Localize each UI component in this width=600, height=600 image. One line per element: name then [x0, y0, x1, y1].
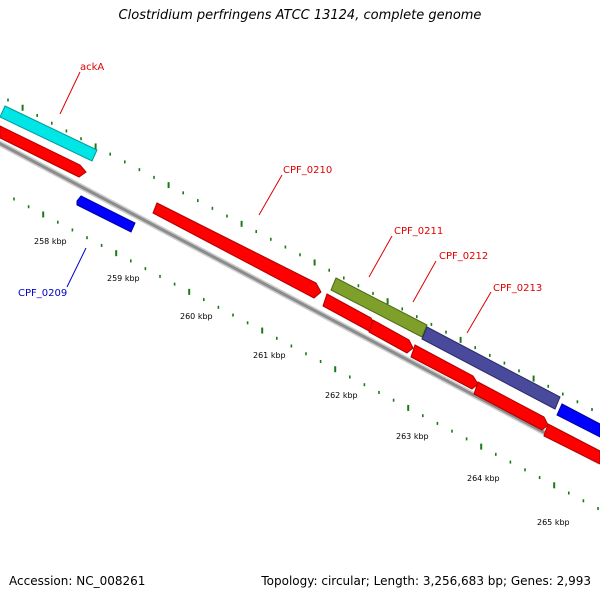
scale-label: 258 kbp	[34, 237, 67, 246]
callout-CPF_0210	[258, 174, 283, 216]
outer-tick-row	[7, 98, 593, 412]
gene-label-CPF_0210[interactable]: CPF_0210	[283, 165, 332, 176]
scale-label: 259 kbp	[107, 274, 140, 283]
feature-cyan-block[interactable]	[0, 105, 98, 162]
scale-label: 260 kbp	[180, 312, 213, 321]
callout-CPF_0211	[368, 235, 393, 278]
gene-label-CPF_0209[interactable]: CPF_0209	[18, 288, 67, 299]
gene-CPF_0213-arrow[interactable]	[410, 344, 479, 390]
accession-text: Accession: NC_008261	[9, 574, 146, 588]
feature-track	[0, 105, 600, 465]
gene-CPF_0212-arrow[interactable]	[368, 319, 414, 354]
scale-labels: 258 kbp 259 kbp 260 kbp 261 kbp 262 kbp …	[34, 237, 570, 527]
backbone	[0, 141, 600, 464]
scale-label: 261 kbp	[253, 351, 286, 360]
feature-blue-block[interactable]	[556, 403, 600, 438]
inner-tick-row	[13, 197, 599, 511]
gene-label-CPF_0211[interactable]: CPF_0211	[394, 226, 443, 237]
gene-label-CPF_0212[interactable]: CPF_0212	[439, 251, 488, 262]
scale-label: 264 kbp	[467, 474, 500, 483]
callout-CPF_0209	[66, 247, 87, 288]
gene-labels: ackA CPF_0209 CPF_0210 CPF_0211 CPF_0212…	[18, 62, 542, 299]
feature-olive-block[interactable]	[330, 277, 428, 338]
gene-label-CPF_0213[interactable]: CPF_0213	[493, 283, 542, 294]
scale-label: 265 kbp	[537, 518, 570, 527]
gene-CPF_0209-arrow[interactable]	[76, 195, 136, 233]
page-title: Clostridium perfringens ATCC 13124, comp…	[118, 8, 482, 23]
gene-CPF_0210-arrow[interactable]	[152, 202, 322, 299]
scale-label: 262 kbp	[325, 391, 358, 400]
callout-CPF_0212	[412, 260, 437, 303]
genome-summary-text: Topology: circular; Length: 3,256,683 bp…	[261, 574, 591, 588]
gene-next-arrow[interactable]	[473, 381, 549, 431]
gene-edge-arrow[interactable]	[543, 423, 600, 465]
gene-label-ackA[interactable]: ackA	[80, 62, 104, 73]
feature-slate-block[interactable]	[421, 326, 561, 410]
gene-ackA-arrow[interactable]	[0, 125, 87, 178]
callout-CPF_0213	[466, 291, 492, 334]
callout-lines	[59, 71, 492, 334]
scale-label: 263 kbp	[396, 432, 429, 441]
callout-ackA	[59, 71, 81, 115]
